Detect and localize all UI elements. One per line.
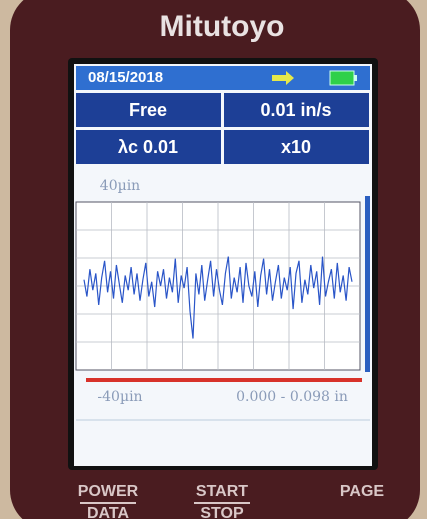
button-label[interactable]: PAGE: [340, 483, 384, 500]
battery-tip: [354, 75, 357, 81]
device-photo: Mitutoyo 08/15/2018 Free 0.01 in/s λc 0.01…: [0, 0, 427, 519]
range-label: 0.000 - 0.098 in: [236, 389, 348, 405]
date: 08/15/2018: [88, 69, 163, 86]
setting-text: Free: [129, 100, 167, 120]
page: Mitutoyo 08/15/2018 Free 0.01 in/s λc 0.01…: [0, 0, 427, 524]
scroll-bar: [365, 196, 370, 372]
battery-icon: [330, 71, 354, 85]
brand: Mitutoyo: [160, 10, 285, 43]
y-tick-label: 40µin: [100, 178, 140, 194]
button-label[interactable]: START: [196, 483, 248, 500]
range-bar: [86, 378, 362, 382]
setting-text: 0.01 in/s: [260, 100, 331, 120]
button-label[interactable]: DATA: [87, 505, 130, 519]
setting-text: λc 0.01: [118, 137, 178, 157]
button-label[interactable]: POWER: [78, 483, 139, 500]
y-tick-label: -40µin: [97, 389, 142, 405]
button-label[interactable]: STOP: [200, 505, 244, 519]
setting-text: x10: [281, 137, 311, 157]
